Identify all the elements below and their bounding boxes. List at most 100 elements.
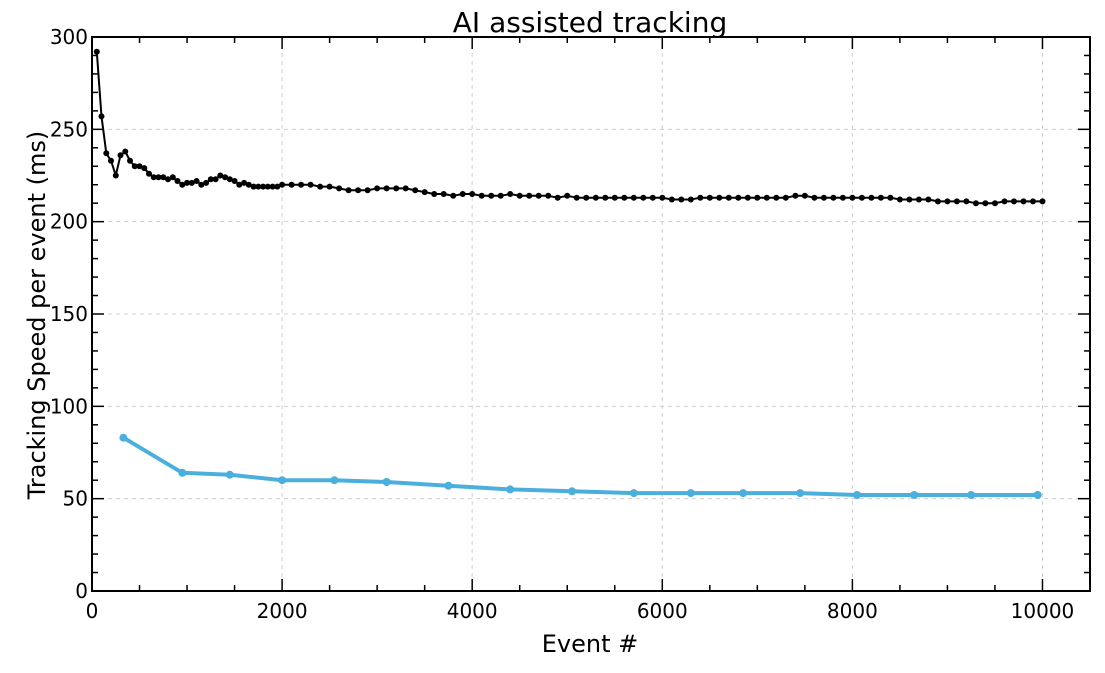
data-point	[592, 194, 599, 201]
data-point	[801, 192, 808, 199]
data-point	[421, 189, 428, 196]
data-point	[497, 192, 504, 199]
data-point	[193, 178, 200, 184]
data-point	[326, 183, 333, 190]
data-point	[849, 194, 856, 201]
data-point	[178, 468, 187, 477]
y-tick-label: 0	[75, 579, 88, 603]
data-point	[1001, 198, 1008, 205]
data-point	[440, 191, 447, 197]
x-tick-label: 4000	[447, 599, 498, 623]
series-layer	[93, 48, 1046, 499]
data-point	[222, 174, 229, 181]
data-point	[507, 191, 514, 197]
data-point	[336, 185, 343, 192]
data-point	[298, 181, 305, 188]
series-line	[95, 51, 1043, 205]
y-tick-label: 50	[63, 487, 88, 511]
data-point	[982, 200, 989, 207]
data-point	[382, 478, 391, 486]
data-point	[887, 194, 894, 201]
series-2	[119, 433, 1042, 499]
data-point	[583, 194, 590, 201]
data-point	[117, 152, 124, 159]
data-point	[668, 196, 675, 203]
data-point	[1030, 198, 1036, 205]
data-point	[119, 433, 128, 442]
data-point	[1033, 491, 1042, 499]
data-point	[250, 183, 257, 190]
data-point	[963, 198, 970, 205]
series-1	[93, 48, 1046, 207]
y-tick-label: 250	[50, 117, 88, 141]
data-point	[478, 192, 485, 199]
y-tick-label: 200	[50, 210, 88, 234]
data-point	[127, 157, 133, 164]
data-point	[535, 192, 542, 199]
data-point	[564, 192, 571, 199]
x-tick-label: 0	[86, 599, 99, 623]
data-point	[630, 194, 637, 201]
data-point	[910, 491, 919, 499]
data-point	[203, 179, 210, 186]
data-point	[820, 194, 827, 201]
data-point	[811, 194, 818, 201]
data-point	[469, 191, 476, 197]
data-point	[122, 148, 129, 155]
data-point	[906, 196, 913, 203]
x-axis-label: Event #	[542, 630, 639, 658]
data-point	[526, 192, 533, 199]
data-point	[896, 196, 903, 203]
data-point	[393, 185, 400, 192]
data-point	[629, 489, 638, 498]
data-point	[264, 183, 271, 190]
data-point	[226, 176, 233, 183]
data-point	[412, 187, 419, 194]
data-point	[217, 172, 224, 179]
data-point	[602, 194, 609, 201]
data-point	[573, 194, 580, 201]
data-point	[545, 192, 552, 199]
data-point	[146, 170, 152, 177]
data-point	[459, 191, 466, 197]
data-point	[279, 181, 286, 188]
data-point	[687, 196, 694, 203]
data-point	[255, 183, 262, 190]
data-point	[165, 176, 171, 183]
data-point	[174, 178, 181, 184]
data-point	[198, 181, 205, 188]
data-point	[853, 491, 862, 499]
data-point	[131, 163, 138, 170]
data-point	[402, 185, 409, 192]
data-point	[141, 165, 148, 172]
data-point	[450, 192, 457, 199]
data-point	[169, 174, 176, 181]
data-point	[274, 183, 281, 190]
data-point	[754, 194, 761, 201]
data-point	[112, 172, 119, 179]
data-point	[383, 185, 390, 192]
data-point	[236, 181, 243, 188]
data-point	[245, 181, 252, 188]
data-point	[1011, 198, 1017, 205]
y-tick-label: 100	[50, 394, 88, 418]
data-point	[716, 194, 723, 201]
data-point	[686, 489, 695, 498]
data-point	[830, 194, 837, 201]
data-point	[744, 194, 751, 201]
data-point	[374, 185, 381, 192]
tick-labels: 0 2000 4000 6000 8000 10000 0 50 100 150 200 250 300	[50, 25, 1074, 623]
data-point	[108, 157, 114, 164]
data-point	[488, 192, 495, 199]
data-point	[706, 194, 713, 201]
data-point	[307, 181, 314, 188]
data-point	[136, 163, 143, 170]
data-point	[188, 179, 195, 186]
data-point	[241, 179, 248, 186]
data-point	[735, 194, 742, 201]
data-point	[155, 174, 162, 181]
data-point	[868, 194, 875, 201]
data-point	[345, 187, 352, 194]
data-point	[179, 181, 186, 188]
axis-ticks	[91, 36, 1091, 592]
